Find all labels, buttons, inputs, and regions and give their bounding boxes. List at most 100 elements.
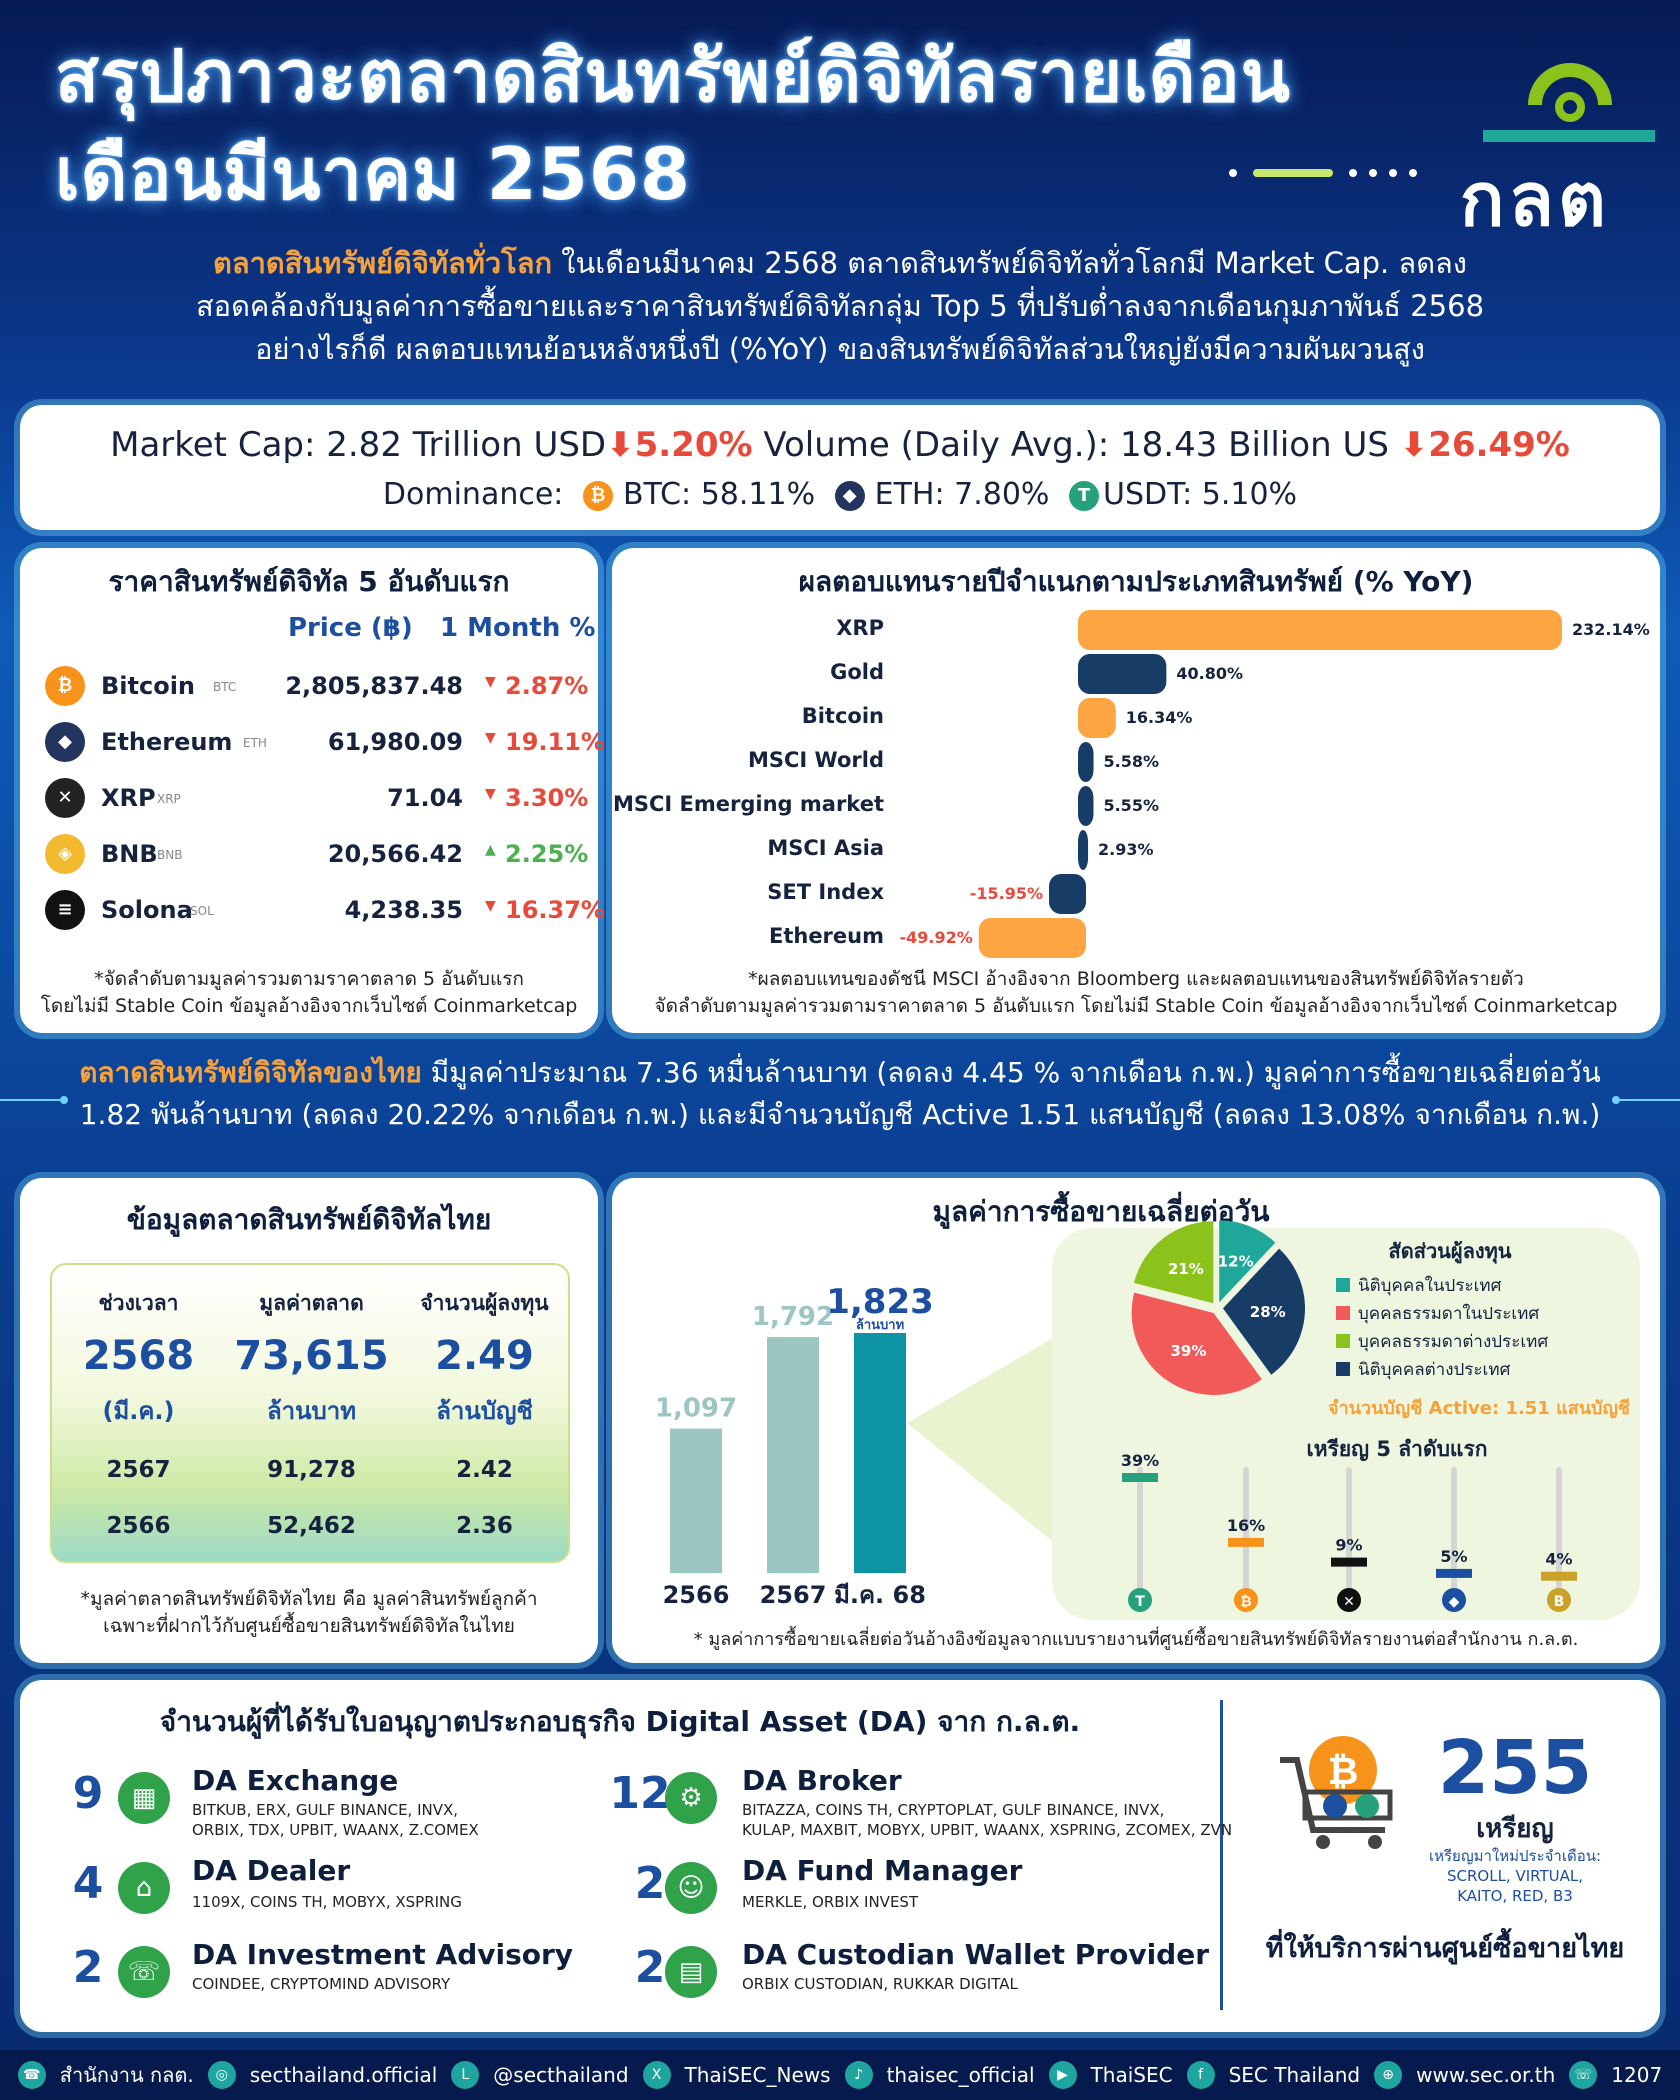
license-count: 4 <box>72 1858 104 1909</box>
footer-line[interactable]: @secthailand <box>493 2063 629 2087</box>
coin-name: BNB <box>101 840 158 868</box>
coin-icon-glyph: B <box>1554 1594 1565 1610</box>
license-count: 12 <box>609 1768 671 1819</box>
dealer-icon: ⌂ <box>118 1862 170 1914</box>
table-cell: 2.36 <box>456 1513 513 1539</box>
footer-tiktok[interactable]: thaisec_official <box>886 2063 1035 2087</box>
coin-name: Solona <box>101 896 193 924</box>
volume: Volume (Daily Avg.): 18.43 Billion US <box>752 425 1400 465</box>
circuit-decor <box>0 1096 1680 1104</box>
category-label: Ethereum <box>769 924 884 948</box>
decor-dots <box>1229 169 1417 177</box>
market-cap-change: ⬇5.20% <box>606 425 753 465</box>
yoy-bar <box>978 918 1086 958</box>
yoy-chart-card: ผลตอบแทนรายปีจำแนกตามประเภทสินทรัพย์ (% … <box>612 548 1660 1033</box>
youtube-icon: ▶ <box>1048 2061 1077 2089</box>
license-type: DA Exchange <box>192 1764 399 1797</box>
globe-icon: ⊕ <box>1374 2061 1403 2089</box>
coin-change: 19.11% <box>505 728 605 756</box>
fund-manager-icon: ☺ <box>665 1862 717 1914</box>
pie-slice <box>1219 1220 1276 1303</box>
pie-slice <box>1131 1292 1262 1395</box>
table-cell: 2567 <box>106 1457 171 1483</box>
coin-symbol: ETH <box>243 736 267 750</box>
coin-icon-glyph: T <box>1135 1594 1145 1610</box>
license-type: DA Broker <box>742 1764 902 1797</box>
bitcoin-icon: ₿ <box>582 480 613 511</box>
table-cell: 91,278 <box>267 1457 356 1483</box>
yoy-note-line1: *ผลตอบแทนของดัชนี MSCI อ้างอิงจาก Bloomb… <box>748 968 1524 990</box>
thai-market-line1: มีมูลค่าประมาณ 7.36 หมื่นล้านบาท (ลดลง 4… <box>421 1056 1601 1089</box>
top5-note: *จัดลำดับตามมูลค่ารวมตามราคาตลาด 5 อันดั… <box>20 966 598 1020</box>
volume-change: ⬇26.49% <box>1399 425 1570 465</box>
coin-symbol: SOL <box>190 904 214 918</box>
license-holders: ORBIX CUSTODIAN, RUKKAR DIGITAL <box>742 1974 1018 1994</box>
data-label: -49.92% <box>899 928 972 947</box>
col-change-header: 1 Month % <box>440 613 596 643</box>
footer-hotline[interactable]: 1207 <box>1611 2063 1663 2087</box>
footer-x[interactable]: ThaiSEC_News <box>684 2063 831 2087</box>
footer-org[interactable]: สำนักงาน กลต. <box>59 2063 194 2087</box>
coin-name: Bitcoin <box>101 672 196 700</box>
license-type: DA Investment Advisory <box>192 1938 574 1971</box>
top-coins-title: เหรียญ 5 ลำดับแรก <box>1307 1437 1488 1462</box>
thai-data-table: ช่วงเวลา มูลค่าตลาด จำนวนผู้ลงทุน 2568 7… <box>50 1263 570 1563</box>
coin-change: 2.25% <box>505 840 589 868</box>
data-label: 16% <box>1227 1516 1265 1535</box>
data-label: 39% <box>1121 1451 1159 1470</box>
phone-icon: ☎ <box>17 2061 46 2089</box>
market-cap: Market Cap: 2.82 Trillion USD <box>110 425 607 465</box>
yoy-bar <box>1078 830 1089 870</box>
footer-youtube[interactable]: ThaiSEC <box>1090 2063 1173 2087</box>
current-value-unit: ล้านบาท <box>266 1397 357 1425</box>
coin-icon <box>1337 1588 1361 1612</box>
footer-website[interactable]: www.sec.or.th <box>1416 2063 1556 2087</box>
pie-label: 21% <box>1168 1260 1204 1278</box>
coin-level-marker <box>1541 1571 1577 1581</box>
coin-icon <box>1128 1588 1152 1612</box>
table-cell: 2.42 <box>456 1457 513 1483</box>
pie-label: 28% <box>1250 1303 1286 1321</box>
yoy-bar <box>1078 786 1094 826</box>
licenses-card: จำนวนผู้ที่ได้รับใบอนุญาตประกอบธุรกิจ Di… <box>20 1680 1660 2032</box>
license-holders-line1: BITAZZA, COINS TH, CRYPTOPLAT, GULF BINA… <box>742 1801 1165 1819</box>
legend-swatch <box>1336 1278 1350 1292</box>
data-label: -15.95% <box>970 884 1043 903</box>
category-label: 2567 <box>760 1581 827 1609</box>
legend-swatch <box>1336 1334 1350 1348</box>
bitcoin-icon: ₿ <box>45 666 85 706</box>
instagram-icon: ◎ <box>207 2061 236 2089</box>
license-holders-line1: BITKUB, ERX, GULF BINANCE, INVX, <box>192 1801 459 1819</box>
license-holders-line1: ORBIX CUSTODIAN, RUKKAR DIGITAL <box>742 1975 1018 1993</box>
data-label: 16.34% <box>1126 708 1193 727</box>
coin-price: 71.04 <box>387 784 463 812</box>
footer-facebook[interactable]: SEC Thailand <box>1228 2063 1361 2087</box>
daily-trading-card: มูลค่าการซื้อขายเฉลี่ยต่อวัน 1,097 2566 1,… <box>612 1178 1660 1663</box>
footer-instagram[interactable]: secthailand.official <box>249 2063 438 2087</box>
tiktok-icon: ♪ <box>844 2061 873 2089</box>
sec-logo-icon <box>1483 63 1655 142</box>
legend-label: บุคคลธรรมดาต่างประเทศ <box>1358 1332 1548 1352</box>
footer: ☎ สำนักงาน กลต. ◎ secthailand.official L @s… <box>0 2050 1680 2100</box>
license-holders: COINDEE, CRYPTOMIND ADVISORY <box>192 1974 450 1994</box>
solana-icon: ≡ <box>45 890 85 930</box>
license-holders-line1: MERKLE, ORBIX INVEST <box>742 1893 919 1911</box>
current-period-sub: (มี.ค.) <box>102 1397 175 1425</box>
thai-note-line1: *มูลค่าตลาดสินทรัพย์ดิจิทัลไทย คือ มูลค่… <box>80 1588 538 1610</box>
pie-label: 39% <box>1170 1342 1206 1360</box>
hotline-icon: ☏ <box>1569 2061 1598 2089</box>
pie-title: สัดส่วนผู้ลงทุน <box>1389 1239 1512 1265</box>
x-icon: X <box>642 2061 671 2089</box>
license-type: DA Dealer <box>192 1854 351 1887</box>
coin-icon-glyph: ₿ <box>1240 1594 1251 1610</box>
table-row: ₿ Bitcoin BTC 2,805,837.48 ▼ 2.87% <box>45 658 588 714</box>
yoy-note: *ผลตอบแทนของดัชนี MSCI อ้างอิงจาก Bloomb… <box>612 966 1660 1020</box>
category-label: SET Index <box>767 880 884 904</box>
license-holders: BITAZZA, COINS TH, CRYPTOPLAT, GULF BINA… <box>742 1800 1232 1840</box>
yoy-bar <box>1078 698 1116 738</box>
dominance-eth: ETH: 7.80% <box>874 477 1050 512</box>
data-label: 5.55% <box>1103 796 1159 815</box>
sec-logo-text: กลต <box>1459 157 1610 243</box>
coin-level-marker <box>1122 1473 1158 1482</box>
table-cell: 2566 <box>106 1513 171 1539</box>
